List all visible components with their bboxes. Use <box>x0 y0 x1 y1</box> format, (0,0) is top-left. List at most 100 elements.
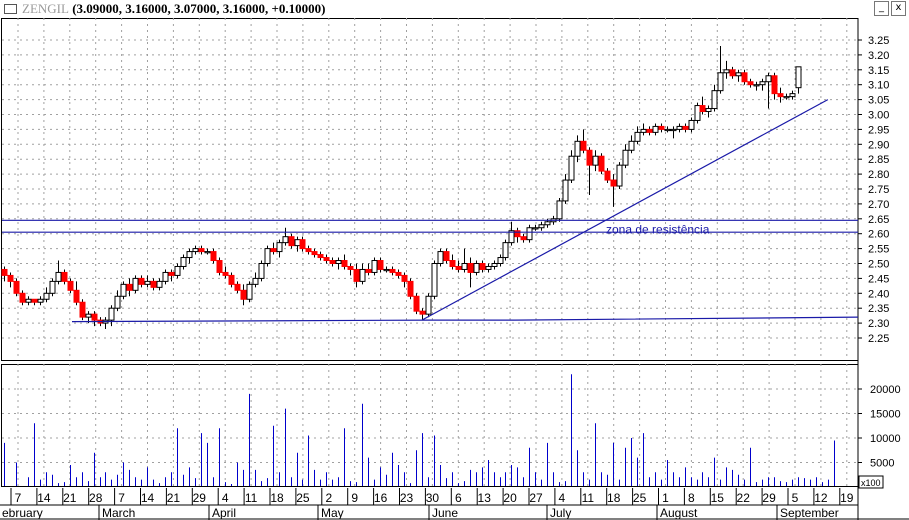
resistance-zone-label: zona de resistência <box>606 222 710 236</box>
candle-body-down <box>150 280 157 288</box>
candle-body-up <box>282 236 289 244</box>
price-tick-label: 3.20 <box>868 50 889 62</box>
candle-body-down <box>73 289 80 303</box>
candle <box>425 293 432 318</box>
candle <box>234 281 241 294</box>
candle-body-up <box>359 268 366 282</box>
price-tick-label: 2.75 <box>868 184 889 196</box>
candle-body-down <box>222 271 229 276</box>
candle-body-up <box>437 251 444 265</box>
candle <box>670 126 677 139</box>
candle-body-down <box>682 125 689 130</box>
candle-body-up <box>264 248 271 265</box>
candle <box>91 311 98 327</box>
candle-body-down <box>67 280 74 291</box>
candle <box>711 84 718 112</box>
candle-body-down <box>1 268 8 276</box>
candle <box>694 102 701 124</box>
date-tick-label: 2 <box>325 491 332 505</box>
candle-body-up <box>753 84 760 87</box>
candle <box>61 269 68 285</box>
candle <box>502 239 509 261</box>
candle <box>753 81 760 91</box>
date-tick-label: 7 <box>118 491 125 505</box>
candle <box>335 257 342 270</box>
close-button[interactable]: x <box>891 1 906 16</box>
date-tick-label: 22 <box>737 491 751 505</box>
candle <box>699 96 706 115</box>
price-tick-label: 2.50 <box>868 259 889 271</box>
candle-body-up <box>132 277 139 291</box>
candle-body-up <box>664 128 671 132</box>
date-tick-label: 25 <box>296 491 310 505</box>
window-system-icon[interactable] <box>4 4 17 14</box>
candle <box>401 272 408 288</box>
date-tick-label: 15 <box>711 491 725 505</box>
candle-body-up <box>688 119 695 130</box>
month-label: March <box>102 506 135 520</box>
candle <box>658 123 665 133</box>
candle-body-up <box>694 105 701 121</box>
candle-body-up <box>186 251 193 259</box>
candle <box>789 90 796 100</box>
candle-body-down <box>449 260 456 267</box>
candle <box>198 245 205 255</box>
candle <box>246 281 253 303</box>
candle-body-down <box>771 75 778 95</box>
date-tick-label: 1 <box>662 491 669 505</box>
candle <box>317 251 324 261</box>
date-tick-label: 23 <box>400 491 414 505</box>
candle <box>73 281 80 306</box>
candle-body-down <box>240 289 247 300</box>
candle <box>156 278 163 291</box>
candle-body-down <box>389 268 396 273</box>
candle-body-down <box>329 260 336 264</box>
candle <box>222 266 229 279</box>
candle <box>329 257 336 267</box>
candle-body-down <box>377 260 384 270</box>
candle <box>741 69 748 85</box>
candle-body-down <box>514 230 521 238</box>
candle-body-down <box>61 271 68 282</box>
candle-body-up <box>526 227 533 241</box>
candle <box>574 135 581 163</box>
volume-tick-label: 10000 <box>870 433 901 445</box>
price-tick-label: 2.55 <box>868 244 889 256</box>
candle <box>514 227 521 243</box>
candle <box>67 278 74 294</box>
candle <box>37 296 44 306</box>
candle-body-up <box>544 221 551 226</box>
candle-body-up <box>574 140 581 157</box>
minimize-button[interactable]: _ <box>874 1 889 16</box>
candle <box>126 278 133 297</box>
volume-tick-label: 5000 <box>870 458 894 470</box>
candle <box>455 260 462 273</box>
date-tick-label: 28 <box>89 491 103 505</box>
price-tick-label: 3.15 <box>868 65 889 77</box>
candle <box>264 245 271 267</box>
date-tick-label: 29 <box>193 491 207 505</box>
candle-body-down <box>520 236 527 241</box>
candle <box>150 278 157 291</box>
candle <box>461 248 468 273</box>
candle <box>526 224 533 243</box>
candle-body-down <box>658 125 665 130</box>
price-tick-label: 2.45 <box>868 273 889 285</box>
chart-title: ZENGIL (3.09000, 3.16000, 3.07000, 3.160… <box>22 1 326 17</box>
candle <box>622 144 629 169</box>
candle <box>562 174 569 204</box>
candle <box>580 129 587 154</box>
candle <box>520 233 527 243</box>
candle-body-down <box>13 280 20 294</box>
date-tick-label: 12 <box>814 491 828 505</box>
candle-body-down <box>646 128 653 133</box>
candle <box>473 260 480 276</box>
candle <box>795 66 802 94</box>
price-tick-label: 2.40 <box>868 288 889 300</box>
price-tick-label: 2.35 <box>868 303 889 315</box>
date-tick-label: 6 <box>455 491 462 505</box>
candle <box>443 248 450 264</box>
candle <box>777 87 784 103</box>
candle <box>771 72 778 100</box>
